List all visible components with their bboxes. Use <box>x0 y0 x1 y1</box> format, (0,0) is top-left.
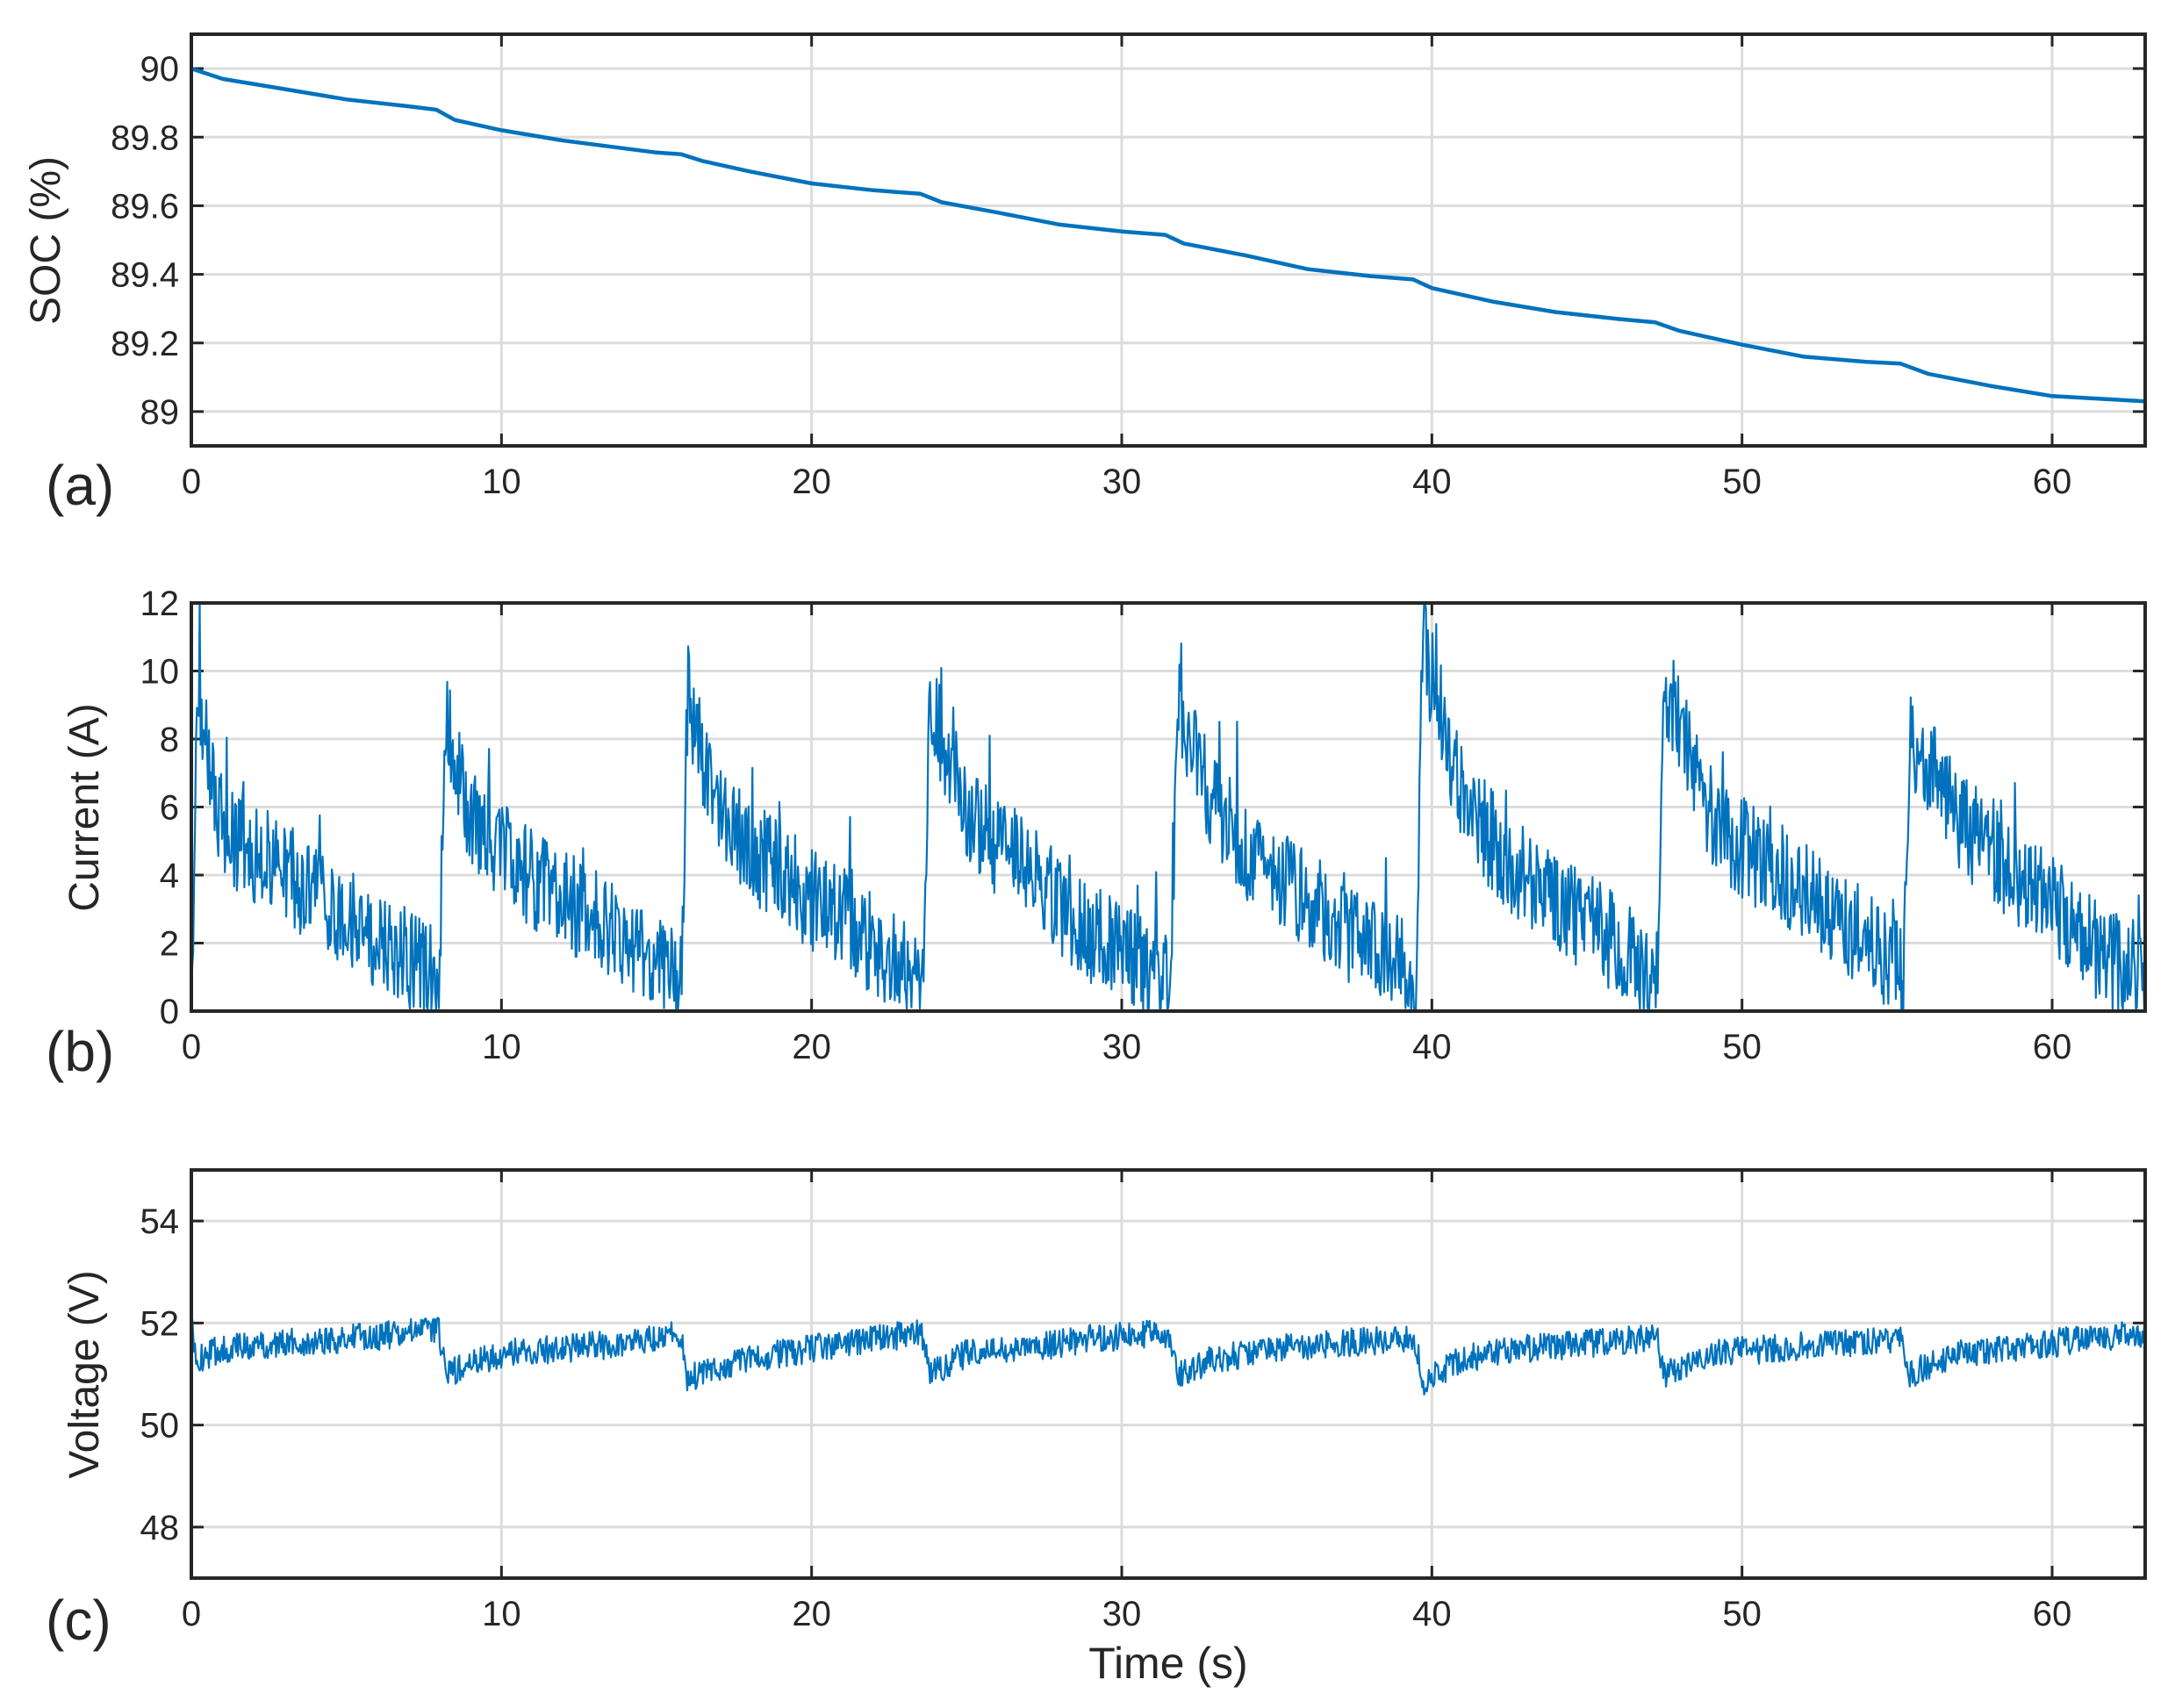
x-tick-label: 0 <box>182 1595 201 1633</box>
y-tick-labels-c: 48 50 52 54 <box>140 1202 180 1547</box>
y-tick-labels-b: 0 2 4 6 8 10 12 <box>140 585 180 1031</box>
y-tick-label: 6 <box>160 789 179 828</box>
x-axis-label-c: Time (s) <box>1088 1639 1247 1688</box>
x-tick-label: 50 <box>1722 1028 1762 1066</box>
x-tick-labels-a: 0 10 20 30 40 50 60 <box>182 463 2071 501</box>
x-tick-label: 50 <box>1722 1595 1762 1633</box>
series-line <box>190 1317 2146 1396</box>
gridlines-c <box>191 1170 2145 1578</box>
y-tick-label: 8 <box>160 721 179 759</box>
y-tick-label: 4 <box>160 857 179 895</box>
plot-area-c <box>191 1170 2145 1578</box>
x-tick-label: 50 <box>1722 463 1762 501</box>
series-line <box>190 66 2146 404</box>
x-tick-label: 0 <box>182 463 201 501</box>
x-tick-label: 10 <box>482 1028 521 1066</box>
axes-frame-b <box>190 601 2147 1013</box>
axes-frame-c <box>190 1168 2147 1580</box>
y-axis-label-a: SOC (%) <box>23 156 69 325</box>
plot-area-a <box>191 34 2145 446</box>
ticks-c <box>190 1170 2145 1578</box>
y-tick-label: 12 <box>140 585 180 623</box>
y-tick-label: 90 <box>140 50 180 89</box>
x-tick-label: 30 <box>1102 1028 1142 1066</box>
x-tick-labels-c: 0 10 20 30 40 50 60 <box>182 1595 2071 1633</box>
y-tick-label: 89.2 <box>111 325 179 363</box>
x-tick-label: 40 <box>1412 1595 1452 1633</box>
gridlines-a <box>191 34 2145 446</box>
series-voltage <box>190 1317 2146 1396</box>
y-tick-label: 89.6 <box>111 187 179 226</box>
x-tick-label: 60 <box>2033 1028 2072 1066</box>
y-tick-labels-a: 89 89.2 89.4 89.6 89.8 90 <box>111 50 179 432</box>
y-tick-label: 89.4 <box>111 256 179 295</box>
x-tick-label: 20 <box>792 463 831 501</box>
panel-a: 0 10 20 30 40 50 60 89 89.2 89.4 89.6 89.8 90 SOC (… <box>23 32 2147 517</box>
y-axis-label-b: Current (A) <box>61 703 108 911</box>
y-tick-label: 10 <box>140 653 180 692</box>
x-tick-labels-b: 0 10 20 30 40 50 60 <box>182 1028 2071 1066</box>
panel-b: 0 10 20 30 40 50 60 0 2 4 6 8 10 12 Current (A) (b) <box>46 585 2147 1083</box>
axes-frame-a <box>190 32 2147 448</box>
y-tick-label: 54 <box>140 1202 180 1241</box>
series-line <box>190 601 2147 1013</box>
series-current <box>190 601 2147 1013</box>
y-tick-label: 2 <box>160 925 179 964</box>
y-tick-label: 89.8 <box>111 118 179 157</box>
y-tick-label: 0 <box>160 993 179 1031</box>
x-tick-label: 20 <box>792 1595 831 1633</box>
panel-label-a: (a) <box>46 454 114 517</box>
x-tick-label: 60 <box>2033 1595 2072 1633</box>
x-tick-label: 40 <box>1412 1028 1452 1066</box>
y-axis-label-c: Voltage (V) <box>61 1270 108 1478</box>
panel-c: 0 10 20 30 40 50 60 48 50 52 54 Voltage (V) (c) T… <box>46 1168 2147 1688</box>
x-tick-label: 30 <box>1102 1595 1142 1633</box>
x-tick-label: 10 <box>482 1595 521 1633</box>
y-tick-label: 50 <box>140 1407 180 1446</box>
x-tick-label: 30 <box>1102 463 1142 501</box>
x-tick-label: 20 <box>792 1028 831 1066</box>
panel-label-c: (c) <box>46 1589 111 1652</box>
y-tick-label: 48 <box>140 1509 180 1547</box>
series-soc <box>190 66 2146 404</box>
x-tick-label: 0 <box>182 1028 201 1066</box>
x-tick-label: 40 <box>1412 463 1452 501</box>
x-tick-label: 10 <box>482 463 521 501</box>
x-tick-label: 60 <box>2033 463 2072 501</box>
y-tick-label: 52 <box>140 1304 180 1343</box>
panel-label-b: (b) <box>46 1020 114 1083</box>
y-tick-label: 89 <box>140 393 180 432</box>
